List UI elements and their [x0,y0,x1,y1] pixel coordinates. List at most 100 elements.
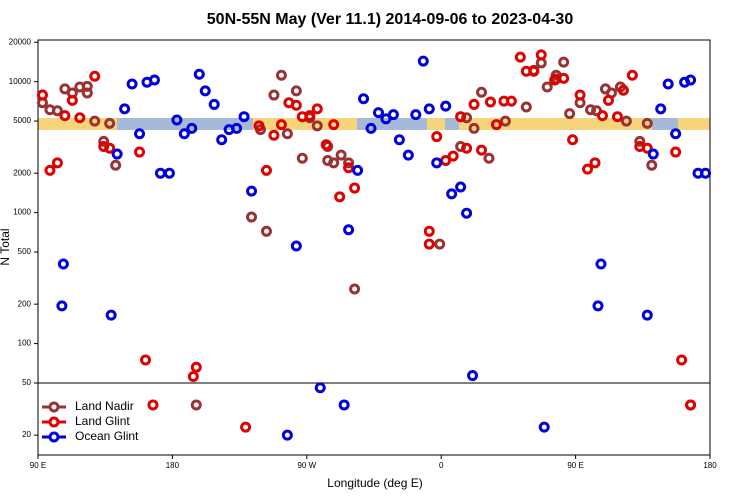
point [98,135,110,147]
point [641,309,653,321]
point [490,119,502,131]
point [328,157,340,169]
point [57,258,69,270]
legend-marker [48,416,60,428]
point [343,162,355,174]
chart-title: 50N-55N May (Ver 11.1) 2014-09-06 to 202… [207,11,574,28]
point [89,115,101,127]
point [343,157,355,169]
point [260,164,272,176]
point [74,112,86,124]
point [343,224,355,236]
point [468,122,480,134]
point [260,225,272,237]
point [290,85,302,97]
point [461,207,473,219]
point [520,101,532,113]
point [171,114,183,126]
point [484,96,496,108]
point [335,149,347,161]
point [147,399,159,411]
y-tick-label: 10000 [9,77,32,86]
point [372,107,384,119]
point [676,354,688,366]
x-axis-label: Longitude (deg E) [327,476,422,490]
point [334,191,346,203]
legend-label: Land Glint [75,414,130,428]
point [685,74,697,86]
point [190,361,202,373]
point [402,149,414,161]
x-tick-label: 90 E [30,461,46,470]
point [193,68,205,80]
point [567,134,579,146]
point [349,182,361,194]
y-tick-label: 2000 [13,168,31,177]
point [311,120,323,132]
point [423,238,435,250]
y-axis-label: N Total [0,228,12,265]
point [253,120,265,132]
point [66,94,78,106]
point [499,115,511,127]
x-tick-label: 0 [439,461,444,470]
ocean-band [652,118,678,130]
point [655,103,667,115]
point [281,128,293,140]
point [582,163,594,175]
legend-marker [48,431,60,443]
ocean-band [445,118,459,130]
point [685,399,697,411]
point [56,300,68,312]
x-tick-label: 180 [703,461,717,470]
point [446,188,458,200]
point [589,157,601,169]
legend-label: Ocean Glint [75,429,139,443]
point [199,85,211,97]
point [290,99,302,111]
y-tick-label: 1000 [13,208,31,217]
point [387,109,399,121]
point [154,167,166,179]
point [186,122,198,134]
point [140,354,152,366]
point [528,65,540,77]
point [311,103,323,115]
point [44,164,56,176]
point [275,119,287,131]
point [617,84,629,96]
point [268,89,280,101]
point [431,157,443,169]
point [558,72,570,84]
point [36,89,48,101]
point [423,103,435,115]
ocean-band [117,118,253,130]
point [417,55,429,67]
point [328,119,340,131]
point [574,89,586,101]
point [365,122,377,134]
point [505,95,517,107]
point [476,144,488,156]
point [89,70,101,82]
point [670,146,682,158]
y-tick-label: 200 [18,299,32,308]
point [634,135,646,147]
point [105,309,117,321]
point [216,134,228,146]
point [104,142,116,154]
point [592,300,604,312]
point [104,117,116,129]
plot-frame [37,39,711,456]
point [148,74,160,86]
point [51,105,63,117]
point [134,146,146,158]
point [134,128,146,140]
point [620,115,632,127]
point [358,93,370,105]
point [476,86,488,98]
point [51,157,63,169]
point [602,94,614,106]
point [461,112,473,124]
